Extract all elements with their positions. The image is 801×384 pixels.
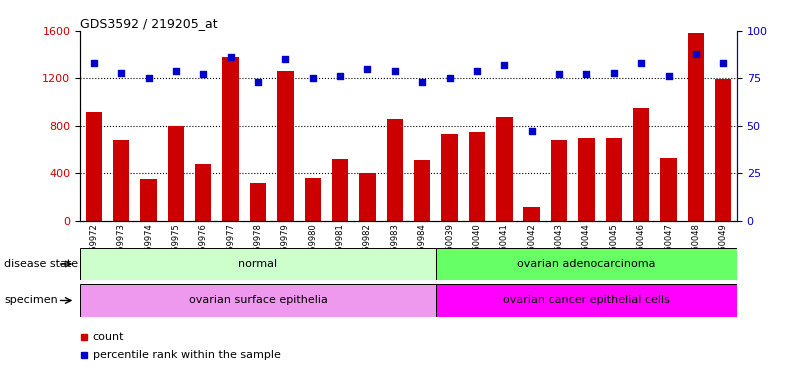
Point [306, 75, 319, 81]
Text: ovarian cancer epithelial cells: ovarian cancer epithelial cells [503, 295, 670, 306]
Point [170, 68, 183, 74]
Bar [687, 33, 704, 221]
Bar [113, 140, 130, 221]
Text: specimen: specimen [4, 295, 58, 306]
Point [607, 70, 620, 76]
Point [443, 75, 456, 81]
Point [634, 60, 647, 66]
Point [662, 73, 675, 79]
Bar [578, 137, 594, 221]
Bar [359, 173, 376, 221]
Point [252, 79, 264, 85]
Bar [441, 134, 458, 221]
Point [416, 79, 429, 85]
Text: disease state: disease state [4, 259, 78, 269]
Bar [80, 248, 436, 280]
Text: ovarian adenocarcinoma: ovarian adenocarcinoma [517, 259, 656, 269]
Point [690, 50, 702, 56]
Point [580, 71, 593, 78]
Bar [387, 119, 403, 221]
Bar [633, 108, 650, 221]
Point [334, 73, 347, 79]
Bar [524, 207, 540, 221]
Point [115, 70, 127, 76]
Bar [277, 71, 294, 221]
Bar [414, 160, 430, 221]
Point [388, 68, 401, 74]
Bar [86, 111, 102, 221]
Text: count: count [93, 332, 124, 342]
Point [553, 71, 566, 78]
Bar [304, 178, 321, 221]
Bar [606, 137, 622, 221]
Point [525, 128, 538, 134]
Point [361, 66, 374, 72]
Point [197, 71, 210, 78]
Bar [167, 126, 184, 221]
Bar [223, 57, 239, 221]
Point [279, 56, 292, 62]
Bar [250, 183, 266, 221]
Bar [195, 164, 211, 221]
Bar [80, 284, 436, 317]
Point [87, 60, 100, 66]
Text: GDS3592 / 219205_at: GDS3592 / 219205_at [80, 17, 218, 30]
Bar [496, 118, 513, 221]
Bar [469, 132, 485, 221]
Bar [332, 159, 348, 221]
Bar [551, 140, 567, 221]
Point [224, 54, 237, 60]
Text: percentile rank within the sample: percentile rank within the sample [93, 350, 280, 360]
Bar [140, 179, 157, 221]
Point [142, 75, 155, 81]
Bar [660, 158, 677, 221]
Text: normal: normal [239, 259, 278, 269]
Bar [436, 284, 737, 317]
Point [498, 62, 511, 68]
Point [717, 60, 730, 66]
Bar [715, 79, 731, 221]
Bar [436, 248, 737, 280]
Point [470, 68, 483, 74]
Text: ovarian surface epithelia: ovarian surface epithelia [188, 295, 328, 306]
